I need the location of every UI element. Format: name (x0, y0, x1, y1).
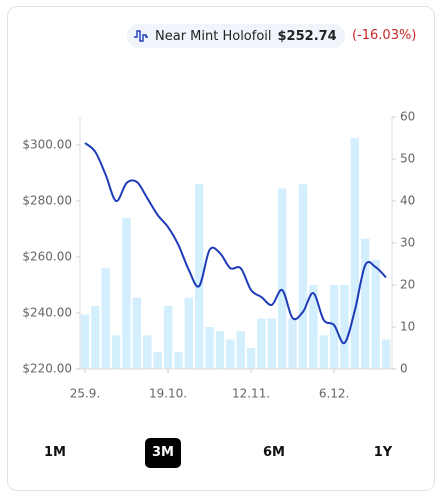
y-tick-label: $260.00 (22, 250, 72, 264)
volume-bar (246, 348, 256, 369)
volume-bar (226, 339, 235, 369)
volume-bar (163, 306, 173, 369)
volume-bar (267, 318, 277, 369)
price: $252.74 (277, 28, 337, 44)
range-button[interactable]: 1Y (373, 445, 393, 460)
volume-bar (329, 285, 339, 369)
volume-bar (309, 285, 318, 369)
volume-bar (361, 238, 370, 369)
volume-bar (257, 318, 266, 369)
volume-bar (132, 297, 142, 369)
volume-bar (340, 285, 349, 369)
change: (-16.03%) (352, 28, 417, 43)
volume-bar (236, 331, 245, 369)
volume-bar (350, 138, 360, 369)
card (7, 6, 435, 491)
y-tick-label: $220.00 (22, 362, 72, 376)
x-tick-label: 25.9. (70, 387, 101, 401)
y2-tick-label: 40 (400, 194, 415, 208)
volume-bar (298, 184, 308, 369)
volume-bar (278, 188, 287, 369)
condition: Near Mint Holofoil (155, 28, 272, 44)
volume-bar (143, 335, 152, 369)
price-line (84, 142, 387, 345)
volume-bar (194, 184, 204, 369)
chart-icon (134, 30, 148, 42)
x-tick-label: 6.12. (319, 387, 350, 401)
y2-tick-label: 60 (400, 110, 415, 124)
volume-bar (101, 268, 110, 369)
y2-tick-label: 0 (400, 362, 408, 376)
chart: $220.00 $240.00 $260.00 $280.00 $300.00 0 10 20… (22, 110, 415, 401)
range-button[interactable]: 3M (145, 438, 181, 468)
range-button[interactable]: 6M (263, 445, 285, 460)
volume-bar (174, 352, 183, 369)
y2-tick-label: 50 (400, 152, 415, 166)
range-button[interactable]: 1M (44, 445, 66, 460)
y-tick-label: $280.00 (22, 194, 72, 208)
y-tick-label: $300.00 (22, 138, 72, 152)
y-tick-label: $240.00 (22, 306, 72, 320)
volume-bar (215, 331, 225, 369)
y2-tick-label: 20 (400, 278, 415, 292)
volume-bar (319, 335, 328, 369)
volume-bar (288, 318, 297, 369)
volume-bar (205, 327, 214, 369)
condition-pill: Near Mint Holofoil $252.74 (127, 24, 345, 48)
volume-bar (381, 339, 391, 369)
volume-bar (371, 259, 380, 369)
volume-bar (122, 217, 131, 369)
volume-bar (80, 314, 90, 369)
volume-bar (184, 297, 193, 369)
volume-bar (91, 306, 100, 369)
y2-tick-label: 30 (400, 236, 415, 250)
volume-bar (153, 352, 162, 369)
volume-bar (111, 335, 121, 369)
y2-tick-label: 10 (400, 320, 415, 334)
x-tick-label: 19.10. (149, 387, 187, 401)
x-tick-label: 12.11. (232, 387, 270, 401)
